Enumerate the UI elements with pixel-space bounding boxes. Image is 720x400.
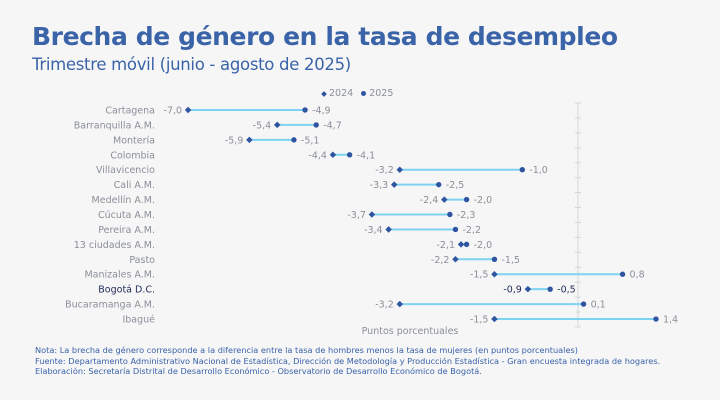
category-label: Colombia [110, 150, 155, 161]
marker-2025 [447, 211, 453, 218]
value-label-2024: -3,4 [364, 225, 383, 236]
value-label-2025: -2,3 [457, 210, 476, 221]
value-label-2025: -4,7 [323, 120, 342, 131]
value-label-2025: -2,0 [474, 240, 493, 251]
marker-2025 [313, 122, 319, 128]
marker-2024 [184, 106, 192, 114]
marker-2025 [436, 181, 442, 188]
marker-2024 [396, 166, 404, 173]
marker-2024 [457, 241, 465, 248]
elaboration-text: Elaboración: Secretaría Distrital de Des… [35, 366, 482, 377]
legend: 2024 2025 [321, 88, 393, 99]
note-text: Nota: La brecha de género corresponde a … [35, 345, 578, 355]
marker-2024 [246, 136, 253, 144]
value-label-2024: -2,1 [436, 240, 455, 251]
chart-subtitle: Trimestre móvil (junio - agosto de 2025) [32, 55, 351, 74]
value-label-2025: -2,0 [474, 195, 493, 206]
category-label: Cúcuta A.M. [98, 210, 155, 221]
value-label-2025: -4,1 [357, 150, 376, 161]
marker-2024 [329, 151, 337, 159]
marker-2024 [273, 121, 281, 129]
legend-label-2024: 2024 [329, 88, 354, 99]
circle-marker-icon [361, 91, 367, 96]
marker-2024 [491, 270, 498, 278]
marker-2024 [385, 226, 392, 233]
category-label: Bogotá D.C. [98, 285, 155, 296]
marker-2024 [368, 211, 376, 218]
value-label-2025: -5,1 [301, 135, 320, 146]
value-label-2024: -0,9 [503, 285, 522, 296]
marker-2025 [452, 226, 459, 233]
category-label: Pereira A.M. [98, 225, 155, 236]
marker-2025 [491, 256, 498, 262]
value-label-2024: -4,4 [308, 150, 327, 161]
value-label-2024: -1,5 [470, 315, 489, 326]
marker-2025 [302, 107, 308, 113]
value-label-2025: -2,2 [462, 225, 481, 236]
category-label: Pasto [129, 255, 155, 266]
value-label-2025: 0,1 [591, 300, 606, 311]
marker-2024 [390, 181, 398, 188]
marker-2025 [519, 167, 525, 173]
category-label: Medellín A.M. [92, 195, 155, 206]
marker-2025 [619, 271, 626, 277]
marker-2025 [291, 137, 297, 143]
legend-label-2025: 2025 [369, 88, 394, 99]
category-label: Manizales A.M. [84, 270, 155, 281]
value-label-2024: -3,3 [370, 180, 389, 191]
marker-2025 [346, 152, 353, 158]
category-label: Villavicencio [96, 165, 155, 176]
category-label: Cali A.M. [114, 180, 155, 191]
value-label-2024: -2,4 [420, 195, 439, 206]
marker-2024 [524, 285, 532, 293]
category-label: Cartagena [105, 106, 155, 117]
value-label-2024: -3,2 [375, 165, 394, 176]
legend-item-2024: 2024 [321, 88, 354, 99]
value-label-2024: -3,7 [347, 210, 366, 221]
marker-2025 [463, 196, 470, 203]
value-label-2024: -5,4 [253, 120, 272, 131]
chart-title: Brecha de género en la tasa de desempleo [32, 22, 618, 51]
category-label: Bucaramanga A.M. [65, 300, 155, 311]
marker-2025 [580, 301, 587, 307]
value-label-2024: -5,9 [225, 135, 244, 146]
value-label-2024: -7,0 [164, 106, 183, 117]
category-label: 13 ciudades A.M. [74, 240, 155, 251]
marker-2025 [653, 316, 659, 322]
value-label-2025: -2,5 [446, 180, 465, 191]
value-label-2025: -0,5 [557, 285, 576, 296]
marker-2024 [441, 196, 448, 203]
marker-2024 [491, 315, 498, 323]
value-label-2025: -4,9 [312, 106, 331, 117]
value-label-2025: -1,5 [501, 255, 520, 266]
value-label-2025: 0,8 [630, 270, 645, 281]
category-label: Ibagué [122, 315, 155, 326]
source-text: Fuente: Departamento Administrativo Naci… [35, 355, 661, 366]
value-label-2024: -3,2 [375, 300, 394, 311]
value-label-2025: -1,0 [529, 165, 548, 176]
x-axis-label: Puntos porcentuales [362, 326, 459, 337]
value-label-2024: -1,5 [470, 270, 489, 281]
category-label: Montería [113, 135, 155, 146]
legend-item-2025: 2025 [361, 88, 393, 99]
marker-2024 [452, 256, 459, 263]
category-label: Barranquilla A.M. [74, 120, 155, 131]
marker-2025 [547, 286, 553, 292]
value-label-2025: 1,4 [663, 315, 678, 326]
value-label-2024: -2,2 [431, 255, 450, 266]
marker-2025 [463, 241, 470, 248]
marker-2024 [396, 300, 404, 308]
footnotes: Nota: La brecha de género corresponde a … [35, 345, 660, 377]
